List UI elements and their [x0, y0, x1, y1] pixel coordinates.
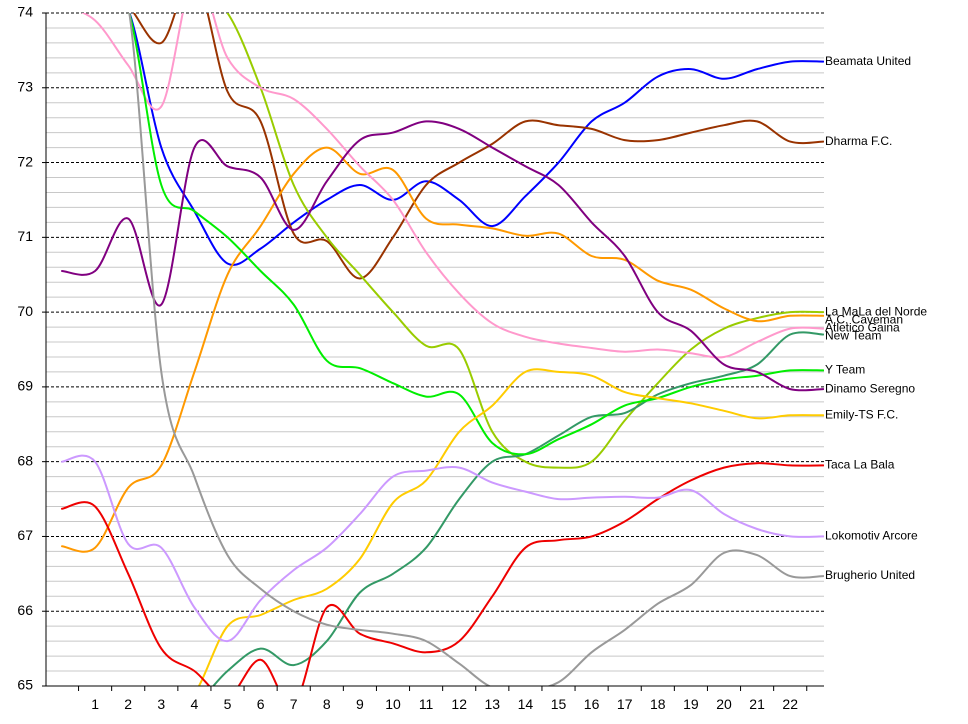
- y-tick-label: 70: [17, 303, 33, 319]
- series-label-dharma-f-c: Dharma F.C.: [825, 134, 892, 148]
- y-tick-label: 73: [17, 78, 33, 94]
- series-label-lokomotiv-arcore: Lokomotiv Arcore: [825, 529, 918, 543]
- series-line-a-c-caveman: [61, 146, 824, 553]
- series-line-beamata-united: [128, 13, 824, 266]
- series-line-dharma-f-c: [132, 13, 824, 280]
- x-axis-ticks: 1 2 3 4 5 6 7 8 9 10 11 12 13 14 15 16 17 18 19 20 21 22: [78, 686, 808, 712]
- series-line-emily-ts-f-c: [197, 368, 824, 686]
- series-line-atletico-gaina: [80, 13, 824, 359]
- x-tick-label: 7: [290, 696, 298, 712]
- y-tick-label: 69: [17, 378, 33, 394]
- x-tick-label: 18: [650, 696, 666, 712]
- y-tick-label: 67: [17, 527, 33, 543]
- series-label-a-c-caveman: A.C. Caveman: [825, 312, 903, 326]
- x-tick-label: 5: [224, 696, 232, 712]
- series-lines: [61, 13, 824, 686]
- series-label-y-team: Y Team: [825, 363, 865, 377]
- series-label-new-team: New Team: [825, 329, 881, 343]
- x-tick-label: 21: [749, 696, 765, 712]
- series-line-y-team: [128, 13, 824, 456]
- x-tick-label: 10: [385, 696, 401, 712]
- y-tick-label: 72: [17, 153, 33, 169]
- series-label-emily-ts-f-c: Emily-TS F.C.: [825, 407, 898, 421]
- series-line-la-mala-del-norde: [226, 13, 824, 469]
- series-line-new-team: [212, 331, 824, 686]
- x-tick-label: 3: [157, 696, 165, 712]
- series-label-la-mala-del-norde: La MaLa del Norde: [825, 304, 927, 318]
- y-tick-label: 66: [17, 602, 33, 618]
- series-label-dinamo-seregno: Dinamo Seregno: [825, 381, 915, 395]
- x-tick-label: 8: [323, 696, 331, 712]
- x-tick-label: 20: [716, 696, 732, 712]
- x-tick-label: 11: [419, 696, 434, 712]
- x-tick-label: 4: [191, 696, 199, 712]
- series-label-atletico-gaina: Atletico Gaina: [825, 321, 900, 335]
- y-axis-ticks: 65 66 67 68 69 70 71 72 73 74: [17, 4, 46, 693]
- x-tick-label: 9: [356, 696, 364, 712]
- x-tick-label: 19: [683, 696, 699, 712]
- x-tick-label: 6: [257, 696, 265, 712]
- series-line-brugherio-united: [128, 13, 824, 686]
- series-label-beamata-united: Beamata United: [825, 54, 911, 68]
- y-tick-label: 65: [17, 677, 33, 693]
- series-line-dinamo-seregno: [61, 120, 824, 392]
- x-tick-label: 22: [782, 696, 798, 712]
- x-tick-label: 13: [485, 696, 501, 712]
- y-tick-label: 74: [17, 4, 33, 20]
- series-line-lokomotiv-arcore: [61, 454, 824, 643]
- series-labels: Beamata United Dharma F.C. La MaLa del Nor…: [825, 54, 927, 582]
- series-label-taca-la-bala: Taca La Bala: [825, 458, 895, 472]
- x-tick-label: 15: [551, 696, 567, 712]
- series-line-taca-la-bala: [61, 462, 824, 686]
- y-tick-label: 68: [17, 452, 33, 468]
- x-tick-label: 1: [91, 696, 99, 712]
- x-tick-label: 12: [451, 696, 467, 712]
- x-tick-label: 17: [617, 696, 633, 712]
- x-tick-label: 14: [518, 696, 534, 712]
- series-label-brugherio-united: Brugherio United: [825, 568, 915, 582]
- x-tick-label: 16: [584, 696, 600, 712]
- x-tick-label: 2: [124, 696, 132, 712]
- y-tick-label: 71: [17, 228, 33, 244]
